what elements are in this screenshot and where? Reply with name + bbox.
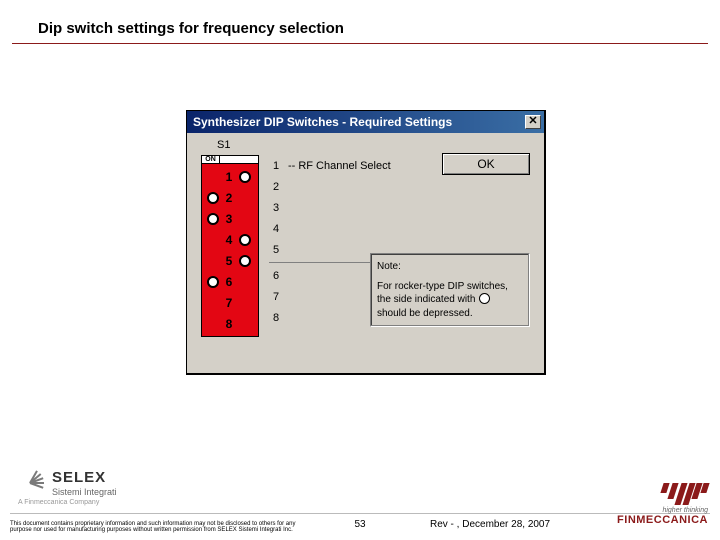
dip-on-cell[interactable] <box>204 190 222 205</box>
dip-row[interactable]: 6 <box>204 271 256 292</box>
dip-on-cell[interactable] <box>204 274 222 289</box>
dip-number: 6 <box>222 275 236 289</box>
switch-group-label: S1 <box>217 139 230 151</box>
label-num: 7 <box>273 291 285 303</box>
dip-number: 1 <box>222 170 236 184</box>
note-title: Note: <box>377 260 523 274</box>
selex-brand: SELEX <box>52 469 117 486</box>
label-dash: -- <box>288 160 295 172</box>
note-body: For rocker-type DIP switches, the side i… <box>377 280 523 321</box>
circle-icon <box>239 171 251 183</box>
dip-row[interactable]: 4 <box>204 229 256 250</box>
dip-off-cell[interactable] <box>236 232 254 247</box>
finmeccanica-logo: higher thinking FINMECCANICA <box>617 483 708 526</box>
circle-icon <box>207 276 219 288</box>
fin-tag1: higher thinking <box>617 507 708 514</box>
dialog-title: Synthesizer DIP Switches - Required Sett… <box>193 115 452 129</box>
label-num: 2 <box>273 181 285 193</box>
dip-row[interactable]: 1 <box>204 166 256 187</box>
dip-row[interactable]: 2 <box>204 187 256 208</box>
close-button[interactable]: ✕ <box>525 115 541 129</box>
dip-header-on: ON <box>202 156 220 163</box>
dip-number: 3 <box>222 212 236 226</box>
dip-row[interactable]: 8 <box>204 313 256 334</box>
dip-switch-block: ON 1 2 3 4 5 6 7 8 <box>201 155 259 337</box>
footer-rule <box>10 513 710 514</box>
dip-row[interactable]: 7 <box>204 292 256 313</box>
circle-icon <box>207 213 219 225</box>
dip-off-cell[interactable] <box>236 274 254 289</box>
circle-icon <box>239 255 251 267</box>
disclaimer-text: This document contains proprietary infor… <box>10 521 310 534</box>
label-num: 6 <box>273 270 285 282</box>
title-rule <box>12 43 708 44</box>
dip-on-cell[interactable] <box>204 169 222 184</box>
selex-logo: SELEX Sistemi Integrati A Finmeccanica C… <box>18 469 117 506</box>
page-number: 53 <box>354 519 365 530</box>
revision-text: Rev - , December 28, 2007 <box>430 519 550 530</box>
dip-on-cell[interactable] <box>204 211 222 226</box>
label-num: 4 <box>273 223 285 235</box>
dip-number: 5 <box>222 254 236 268</box>
dip-number: 2 <box>222 191 236 205</box>
dip-on-cell[interactable] <box>204 232 222 247</box>
dip-off-cell[interactable] <box>236 190 254 205</box>
dialog-window: Synthesizer DIP Switches - Required Sett… <box>186 110 546 375</box>
dip-off-cell[interactable] <box>236 316 254 331</box>
selex-tag: A Finmeccanica Company <box>18 499 117 506</box>
titlebar: Synthesizer DIP Switches - Required Sett… <box>187 111 544 133</box>
dip-on-cell[interactable] <box>204 253 222 268</box>
footer: SELEX Sistemi Integrati A Finmeccanica C… <box>0 450 720 540</box>
circle-icon <box>239 234 251 246</box>
dip-row[interactable]: 3 <box>204 208 256 229</box>
label-num: 3 <box>273 202 285 214</box>
dip-off-cell[interactable] <box>236 211 254 226</box>
fin-bars-icon <box>617 483 708 505</box>
fin-tag2: FINMECCANICA <box>617 514 708 526</box>
dialog-body: S1 ON 12345678 1--RF Channel Select23456… <box>187 133 544 373</box>
label-row: 3 <box>273 197 519 218</box>
label-num: 1 <box>273 160 285 172</box>
dip-switch-body: 1 2 3 4 5 6 7 8 <box>202 164 258 336</box>
dip-number: 8 <box>222 317 236 331</box>
dip-header-off <box>220 156 258 163</box>
label-row: 2 <box>273 176 519 197</box>
selex-sub: Sistemi Integrati <box>52 487 117 497</box>
label-num: 5 <box>273 244 285 256</box>
dip-number: 7 <box>222 296 236 310</box>
note-line2: should be depressed. <box>377 308 473 319</box>
dip-off-cell[interactable] <box>236 169 254 184</box>
label-num: 8 <box>273 312 285 324</box>
dip-header: ON <box>202 156 258 164</box>
dip-number: 4 <box>222 233 236 247</box>
circle-icon <box>207 192 219 204</box>
dip-on-cell[interactable] <box>204 316 222 331</box>
ok-button[interactable]: OK <box>442 153 530 175</box>
label-text: RF Channel Select <box>298 160 390 172</box>
dip-off-cell[interactable] <box>236 253 254 268</box>
note-panel: Note: For rocker-type DIP switches, the … <box>370 253 530 327</box>
circle-icon <box>479 293 490 304</box>
dip-off-cell[interactable] <box>236 295 254 310</box>
dip-row[interactable]: 5 <box>204 250 256 271</box>
page-title: Dip switch settings for frequency select… <box>0 0 720 43</box>
label-row: 4 <box>273 218 519 239</box>
fan-icon <box>18 469 46 497</box>
dip-on-cell[interactable] <box>204 295 222 310</box>
